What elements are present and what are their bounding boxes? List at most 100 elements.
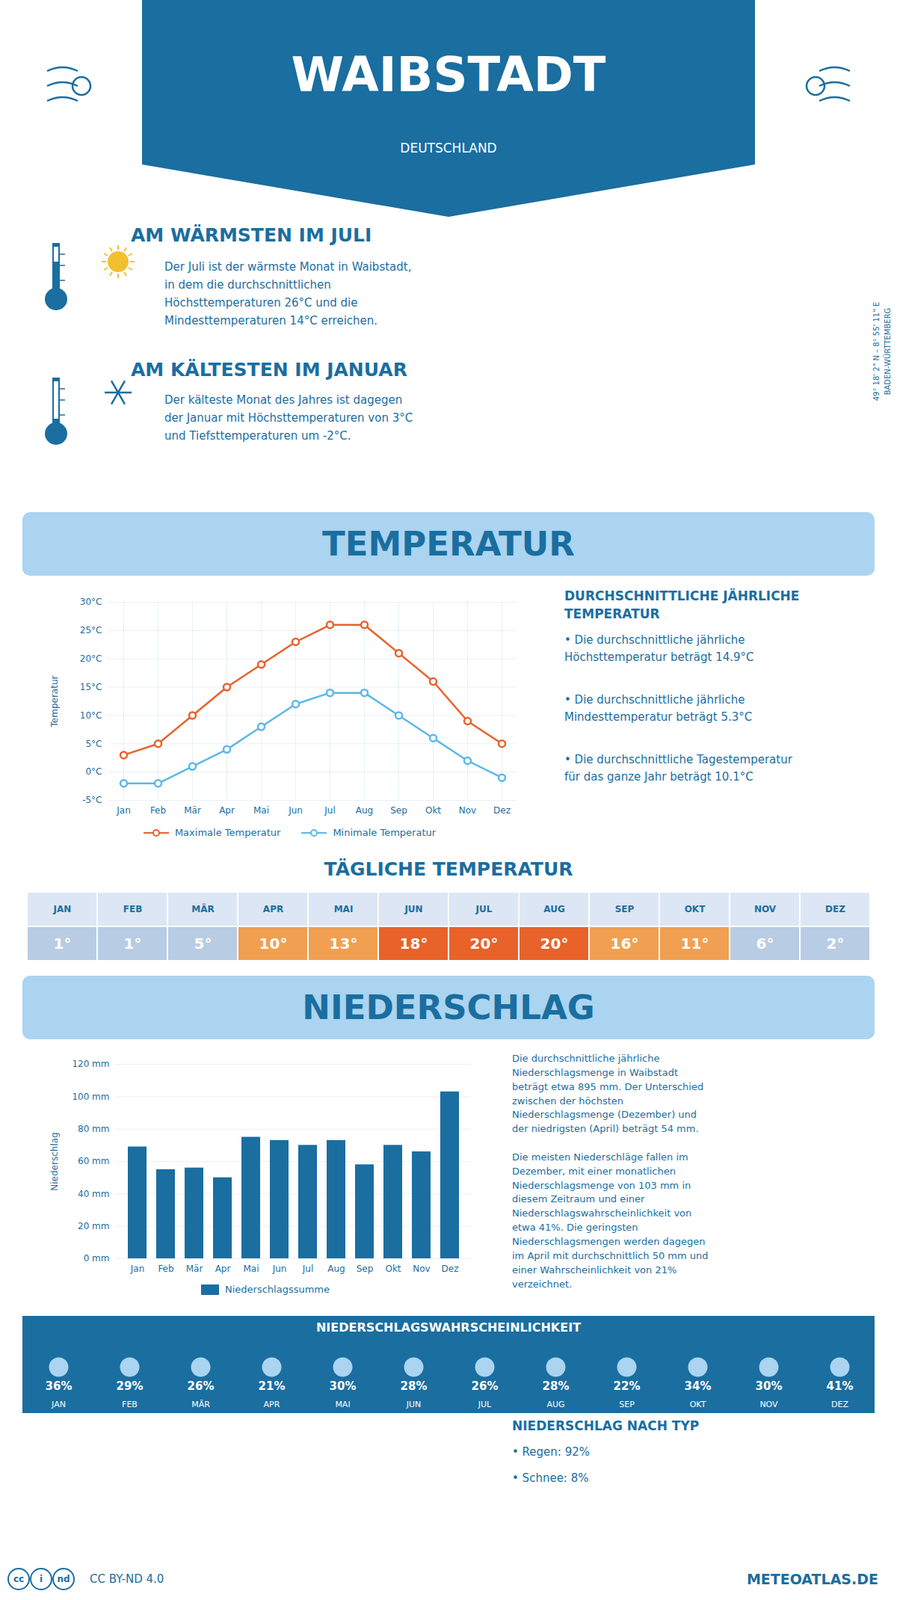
svg-text:APR: APR (263, 903, 284, 915)
svg-text:JUL: JUL (475, 903, 493, 915)
svg-text:36%: 36% (45, 1379, 73, 1393)
svg-text:FEB: FEB (123, 903, 143, 915)
svg-text:Mär: Mär (186, 1263, 204, 1274)
svg-text:20°: 20° (540, 934, 569, 953)
svg-text:Niederschlag: Niederschlag (49, 1131, 60, 1191)
svg-text:41%: 41% (826, 1379, 854, 1393)
svg-text:SEP: SEP (615, 903, 635, 915)
svg-text:28%: 28% (400, 1379, 428, 1393)
html-text:DURCHSCHNITTLICHE JÄHRLICHE TE: DURCHSCHNITTLICHE JÄHRLICHE TEMPERATUR (564, 588, 800, 622)
svg-text:18°: 18° (399, 934, 429, 953)
svg-text:Jan: Jan (130, 1263, 146, 1274)
svg-text:40 mm: 40 mm (77, 1188, 110, 1199)
svg-text:34%: 34% (684, 1379, 712, 1393)
svg-text:JAN: JAN (53, 903, 72, 915)
svg-text:80 mm: 80 mm (77, 1123, 110, 1134)
html-text:AM KÄLTESTEN IM JANUAR: AM KÄLTESTEN IM JANUAR (130, 358, 408, 381)
svg-text:10°C: 10°C (79, 710, 103, 721)
svg-text:DEZ: DEZ (825, 903, 846, 915)
svg-text:NOV: NOV (759, 1399, 779, 1410)
svg-text:Temperatur: Temperatur (49, 674, 60, 728)
svg-text:15°C: 15°C (79, 681, 103, 693)
html-text:TEMPERATUR: TEMPERATUR (322, 523, 575, 564)
svg-text:0°C: 0°C (85, 766, 102, 777)
html-text:Die durchschnittliche jährlich: Die durchschnittliche jährliche Niedersc… (512, 1052, 709, 1290)
svg-text:25°C: 25°C (79, 624, 103, 636)
svg-text:20°C: 20°C (79, 653, 103, 664)
html-text:• Die durchschnittliche jährli: • Die durchschnittliche jährliche Höchst… (564, 633, 754, 665)
svg-text:DEZ: DEZ (831, 1399, 849, 1410)
svg-text:AUG: AUG (546, 1399, 565, 1410)
svg-text:20 mm: 20 mm (77, 1220, 110, 1232)
svg-text:Nov: Nov (412, 1263, 430, 1274)
svg-text:Okt: Okt (384, 1263, 401, 1274)
svg-text:29%: 29% (116, 1379, 144, 1393)
html-text:Der Juli ist der wärmste Monat: Der Juli ist der wärmste Monat in Waibst… (164, 260, 412, 328)
html-text:• Die durchschnittliche Tagest: • Die durchschnittliche Tagestemperatur … (564, 752, 793, 784)
svg-text:26%: 26% (471, 1379, 499, 1393)
svg-text:Feb: Feb (150, 805, 166, 816)
svg-text:21%: 21% (258, 1379, 286, 1393)
svg-text:1°: 1° (53, 934, 72, 953)
svg-text:MÄR: MÄR (191, 1399, 211, 1410)
svg-text:Nov: Nov (458, 805, 477, 816)
svg-text:JUL: JUL (477, 1399, 492, 1410)
svg-text:5°C: 5°C (85, 738, 102, 749)
svg-text:Aug: Aug (327, 1263, 345, 1274)
svg-text:Jan: Jan (115, 805, 131, 816)
svg-text:Apr: Apr (219, 805, 235, 816)
svg-text:30°C: 30°C (79, 596, 103, 607)
svg-text:Jul: Jul (323, 805, 335, 816)
html-text:Der kälteste Monat des Jahres: Der kälteste Monat des Jahres ist dagege… (164, 393, 413, 443)
svg-text:Apr: Apr (215, 1263, 231, 1274)
svg-text:1°: 1° (124, 934, 143, 953)
svg-text:JAN: JAN (50, 1399, 66, 1410)
svg-text:NOV: NOV (754, 903, 777, 915)
svg-text:Mär: Mär (183, 805, 202, 816)
svg-text:22%: 22% (613, 1379, 641, 1393)
html-text:• Die durchschnittliche jährli: • Die durchschnittliche jährliche Mindes… (564, 692, 753, 724)
svg-text:Sep: Sep (390, 805, 408, 816)
svg-text:APR: APR (263, 1399, 281, 1410)
svg-text:MAI: MAI (334, 1399, 350, 1410)
svg-text:Dez: Dez (441, 1263, 459, 1274)
svg-text:100 mm: 100 mm (71, 1091, 110, 1102)
svg-text:AUG: AUG (543, 903, 566, 915)
html-text:NIEDERSCHLAG: NIEDERSCHLAG (302, 987, 595, 1028)
html-text:WAIBSTADT: WAIBSTADT (291, 47, 606, 103)
svg-text:Okt: Okt (425, 805, 442, 816)
svg-text:Sep: Sep (356, 1263, 374, 1274)
svg-text:16°: 16° (610, 934, 640, 953)
svg-text:Feb: Feb (157, 1263, 174, 1274)
svg-text:Dez: Dez (493, 805, 511, 816)
svg-text:20°: 20° (470, 934, 499, 953)
svg-text:13°: 13° (329, 934, 359, 953)
svg-text:6°: 6° (756, 934, 775, 953)
svg-text:FEB: FEB (121, 1399, 138, 1410)
svg-text:JUN: JUN (403, 903, 423, 915)
svg-text:OKT: OKT (684, 903, 707, 915)
svg-text:30%: 30% (755, 1379, 783, 1393)
svg-text:10°: 10° (259, 934, 288, 953)
svg-text:2°: 2° (826, 934, 845, 953)
svg-text:Jun: Jun (272, 1263, 288, 1274)
svg-text:Mai: Mai (242, 1263, 259, 1274)
svg-text:30%: 30% (329, 1379, 357, 1393)
svg-text:Aug: Aug (355, 805, 374, 816)
svg-text:Jul: Jul (301, 1263, 314, 1274)
svg-text:Mai: Mai (253, 805, 270, 816)
svg-text:OKT: OKT (689, 1399, 707, 1410)
svg-text:28%: 28% (542, 1379, 570, 1393)
svg-text:11°: 11° (680, 934, 710, 953)
svg-text:Jun: Jun (287, 805, 303, 816)
svg-text:60 mm: 60 mm (77, 1155, 110, 1167)
svg-text:26%: 26% (187, 1379, 215, 1393)
svg-text:JUN: JUN (405, 1399, 422, 1410)
svg-text:120 mm: 120 mm (71, 1058, 110, 1069)
svg-text:0 mm: 0 mm (83, 1252, 110, 1264)
svg-text:MAI: MAI (334, 903, 354, 915)
svg-text:-5°C: -5°C (82, 794, 102, 806)
svg-text:MÄR: MÄR (191, 902, 214, 915)
svg-text:5°: 5° (194, 934, 213, 953)
svg-text:SEP: SEP (618, 1399, 635, 1410)
